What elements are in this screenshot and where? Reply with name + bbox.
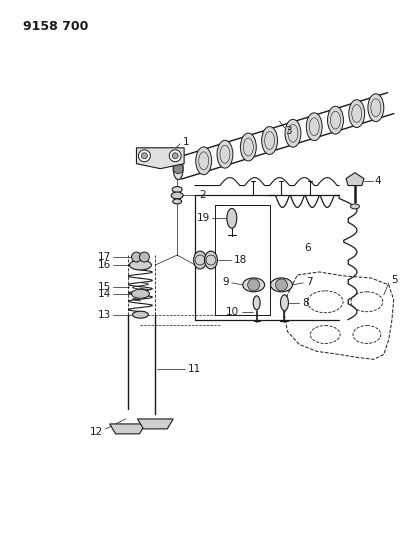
Ellipse shape	[196, 147, 212, 175]
Text: 9158 700: 9158 700	[23, 20, 89, 33]
Ellipse shape	[306, 113, 322, 141]
Text: 6: 6	[304, 243, 311, 253]
Ellipse shape	[368, 94, 384, 122]
Text: 12: 12	[90, 427, 103, 437]
Ellipse shape	[285, 119, 301, 147]
Text: 13: 13	[97, 310, 111, 320]
Ellipse shape	[205, 251, 217, 269]
Polygon shape	[110, 424, 145, 434]
Circle shape	[141, 153, 148, 159]
Ellipse shape	[132, 311, 148, 318]
Text: 9: 9	[222, 277, 229, 287]
Circle shape	[139, 150, 150, 161]
Text: 4: 4	[375, 175, 381, 185]
Polygon shape	[346, 173, 364, 185]
Text: 2: 2	[199, 190, 206, 200]
Ellipse shape	[172, 187, 182, 192]
Polygon shape	[136, 148, 184, 168]
Ellipse shape	[173, 199, 182, 204]
Text: 1: 1	[183, 137, 190, 147]
Polygon shape	[137, 419, 173, 429]
Ellipse shape	[270, 278, 292, 292]
Text: 3: 3	[286, 126, 292, 136]
Text: 19: 19	[197, 213, 210, 223]
Circle shape	[248, 279, 260, 291]
Ellipse shape	[253, 296, 260, 310]
Text: 17: 17	[97, 252, 111, 262]
Text: 15: 15	[97, 281, 111, 292]
Circle shape	[275, 279, 287, 291]
Circle shape	[169, 150, 181, 161]
Text: 10: 10	[226, 306, 239, 317]
Ellipse shape	[328, 106, 344, 134]
Ellipse shape	[129, 260, 151, 270]
Ellipse shape	[262, 126, 277, 155]
Ellipse shape	[171, 192, 183, 199]
Text: 5: 5	[391, 275, 397, 285]
Circle shape	[132, 252, 141, 262]
Ellipse shape	[351, 204, 360, 209]
Text: 18: 18	[234, 255, 247, 265]
Text: 8: 8	[302, 298, 309, 308]
Ellipse shape	[217, 140, 233, 168]
Ellipse shape	[194, 251, 206, 269]
Ellipse shape	[173, 158, 183, 180]
Text: 16: 16	[97, 260, 111, 270]
Ellipse shape	[349, 100, 365, 127]
Circle shape	[173, 164, 183, 174]
Text: 11: 11	[188, 364, 201, 374]
Ellipse shape	[132, 289, 149, 298]
Ellipse shape	[280, 295, 289, 311]
Ellipse shape	[240, 133, 256, 161]
Text: 7: 7	[306, 277, 313, 287]
Ellipse shape	[243, 278, 265, 292]
Circle shape	[172, 153, 178, 159]
Ellipse shape	[227, 208, 237, 228]
Text: 14: 14	[97, 289, 111, 299]
Circle shape	[139, 252, 149, 262]
